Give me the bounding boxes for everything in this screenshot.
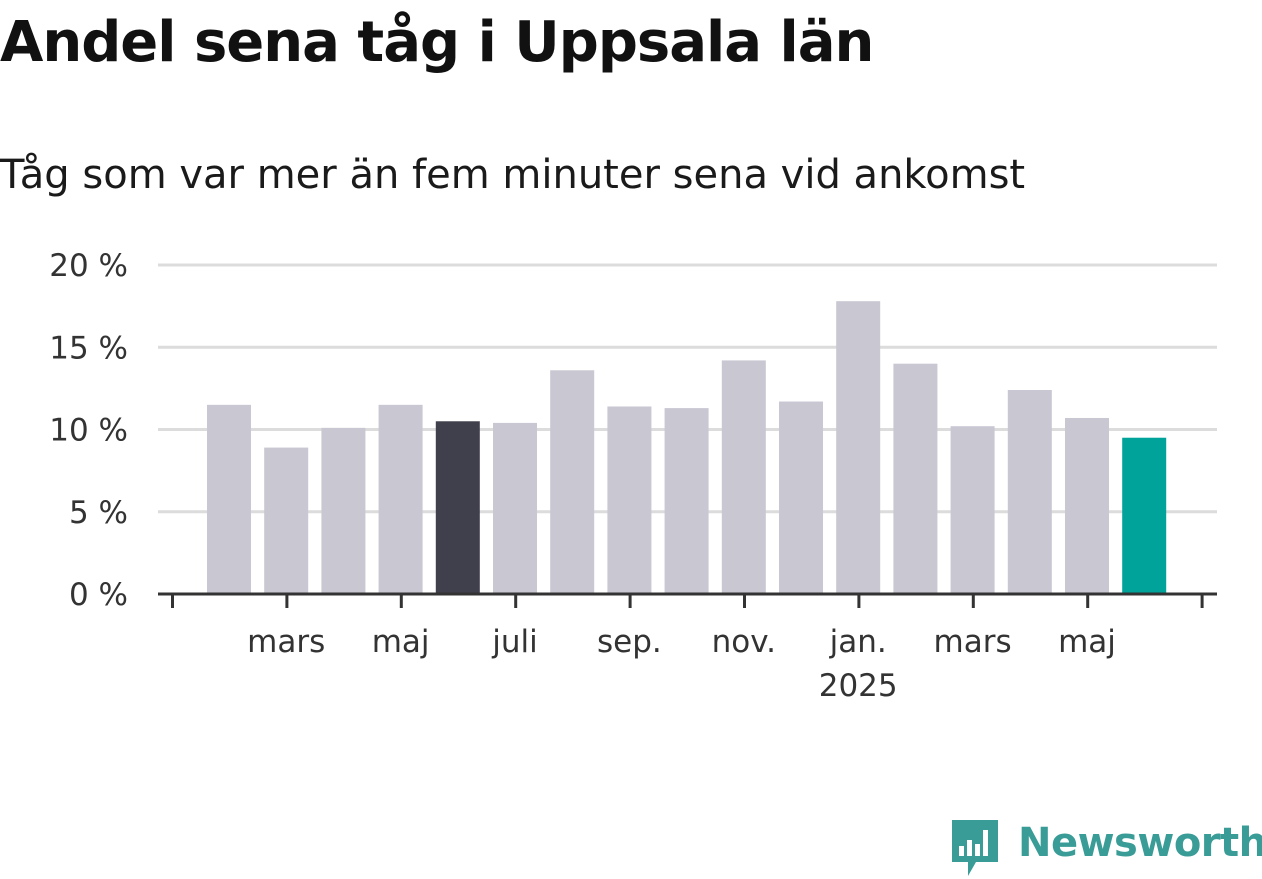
chart-subtitle: Tåg som var mer än fem minuter sena vid … <box>0 152 1026 198</box>
bar <box>207 404 251 594</box>
chart-title: Andel sena tåg i Uppsala län <box>0 10 874 75</box>
bar <box>264 447 309 594</box>
x-tick-label: maj <box>372 624 430 660</box>
bar <box>607 406 652 594</box>
x-axis-tick-labels: mars maj juli sep. nov. jan. 2025 mars maj <box>247 624 1116 704</box>
bar <box>435 421 480 594</box>
bar <box>1065 417 1109 594</box>
bar <box>836 301 881 594</box>
y-tick-label: 5 % <box>69 495 128 531</box>
bar <box>493 422 537 594</box>
y-tick-label: 10 % <box>49 413 128 449</box>
bar <box>721 360 766 594</box>
x-tick-label: sep. <box>597 624 662 660</box>
bar <box>550 370 595 594</box>
x-tick-label: mars <box>934 624 1012 660</box>
x-tick-sublabel: 2025 <box>819 668 898 704</box>
brand-name: Newsworthy <box>1018 820 1262 866</box>
bar <box>1122 437 1167 594</box>
x-axis <box>158 592 1217 608</box>
bar <box>321 427 366 594</box>
newsworthy-logo: Newsworthy <box>950 818 1262 878</box>
x-tick-label: mars <box>247 624 325 660</box>
x-tick-label: juli <box>491 624 538 660</box>
bar <box>1007 390 1052 594</box>
newsworthy-logo-icon <box>952 820 998 876</box>
bar <box>893 363 938 594</box>
x-tick-label: maj <box>1058 624 1116 660</box>
bar <box>779 401 823 594</box>
y-axis-tick-labels: 0 % 5 % 10 % 15 % 20 % <box>49 248 128 613</box>
y-tick-label: 0 % <box>69 577 128 613</box>
bar <box>950 426 995 594</box>
x-tick-label: nov. <box>712 624 776 660</box>
y-tick-label: 20 % <box>49 248 128 284</box>
y-tick-label: 15 % <box>49 330 128 366</box>
x-tick-label: jan. <box>829 624 887 660</box>
bar <box>378 404 423 594</box>
bar <box>664 408 709 594</box>
bars <box>207 301 1167 594</box>
